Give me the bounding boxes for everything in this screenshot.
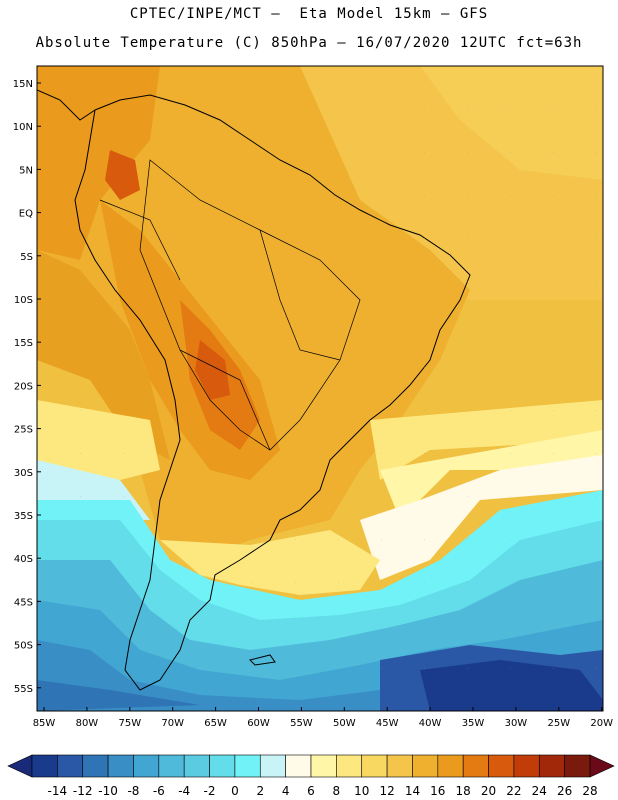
temperature-colorbar: -14 -12 -10 -8 -6 -4 -2 0 2 4 6 8 10 12 14 16 18 20 22 24 26… — [7, 754, 615, 798]
map-title: CPTEC/INPE/MCT – Eta Model 15km – GFS — [129, 6, 489, 22]
colorbar-tick-label: 8 — [333, 784, 341, 798]
colorbar-swatch — [183, 754, 210, 778]
colorbar-swatch — [82, 754, 109, 778]
latitude-tick-label: EQ — [19, 209, 33, 220]
colorbar-tick-label: -2 — [204, 784, 216, 798]
longitude-tick-label: 25W — [547, 718, 570, 729]
temperature-map — [37, 66, 603, 711]
longitude-tick-label: 70W — [161, 718, 184, 729]
colorbar-swatch — [234, 754, 261, 778]
latitude-tick-label: 55S — [14, 684, 33, 695]
longitude-tick-label: 50W — [333, 718, 356, 729]
latitude-tick-label: 10S — [14, 295, 33, 306]
latitude-labels: 15N 10N 5N EQ 5S 10S 15S 20S 25S 30S 35S 40S 45S 50S 5… — [13, 79, 41, 695]
longitude-tick-label: 75W — [118, 718, 141, 729]
colorbar-tick-label: -8 — [127, 784, 139, 798]
latitude-tick-label: 25S — [14, 425, 33, 436]
colorbar-swatch — [259, 754, 286, 778]
colorbar-tick-label: -12 — [73, 784, 93, 798]
colorbar-swatch — [361, 754, 388, 778]
colorbar-tick-label: 6 — [307, 784, 315, 798]
colorbar-swatch — [412, 754, 439, 778]
longitude-tick-label: 80W — [76, 718, 99, 729]
colorbar-swatch — [57, 754, 84, 778]
colorbar-tick-label: 18 — [456, 784, 471, 798]
longitude-labels: 85W 80W 75W 70W 65W 60W 55W 50W 45W 40W 35W 30W 25W 2… — [33, 707, 613, 729]
colorbar-tick-label: 2 — [256, 784, 264, 798]
longitude-tick-label: 30W — [505, 718, 528, 729]
latitude-tick-label: 15S — [14, 338, 33, 349]
latitude-tick-label: 50S — [14, 641, 33, 652]
longitude-tick-label: 60W — [247, 718, 270, 729]
colorbar-swatch — [336, 754, 363, 778]
colorbar-swatch — [538, 754, 565, 778]
map-frame — [36, 65, 604, 712]
colorbar-swatch — [285, 754, 312, 778]
latitude-tick-label: 10N — [13, 122, 33, 133]
colorbar-swatch — [513, 754, 540, 778]
latitude-tick-label: 30S — [14, 468, 33, 479]
colorbar-swatch — [209, 754, 236, 778]
colorbar-tick-label: 0 — [231, 784, 239, 798]
colorbar-tick-label: -10 — [98, 784, 118, 798]
colorbar-tick-label: 12 — [379, 784, 394, 798]
longitude-tick-label: 20W — [590, 718, 613, 729]
colorbar-tick-label: 28 — [582, 784, 597, 798]
latitude-tick-label: 5N — [19, 165, 33, 176]
colorbar-tick-label: 10 — [354, 784, 369, 798]
colorbar-swatch — [31, 754, 58, 778]
longitude-tick-label: 55W — [290, 718, 313, 729]
latitude-tick-label: 45S — [14, 597, 33, 608]
colorbar-tick-label: 14 — [405, 784, 420, 798]
map-subtitle: Absolute Temperature (C) 850hPa – 16/07/… — [35, 35, 583, 51]
colorbar-swatch — [107, 754, 134, 778]
latitude-tick-label: 40S — [14, 554, 33, 565]
longitude-tick-label: 65W — [204, 718, 227, 729]
colorbar-tick-label: 20 — [481, 784, 496, 798]
colorbar-swatch — [564, 754, 591, 778]
colorbar-swatch — [133, 754, 160, 778]
latitude-tick-label: 15N — [13, 79, 33, 90]
colorbar-tick-label: -6 — [153, 784, 165, 798]
colorbar-tick-label: -14 — [48, 784, 68, 798]
latitude-tick-label: 5S — [20, 252, 33, 263]
colorbar-swatch — [437, 754, 464, 778]
colorbar-swatch — [462, 754, 489, 778]
colorbar-swatch — [158, 754, 185, 778]
colorbar-tick-label: -4 — [178, 784, 190, 798]
latitude-tick-label: 35S — [14, 511, 33, 522]
colorbar-swatch — [488, 754, 515, 778]
longitude-tick-label: 85W — [33, 718, 56, 729]
longitude-tick-label: 35W — [462, 718, 485, 729]
longitude-tick-label: 45W — [376, 718, 399, 729]
colorbar-tick-label: 24 — [532, 784, 547, 798]
colorbar-tick-label: 4 — [282, 784, 290, 798]
colorbar-max-arrow — [589, 754, 615, 778]
colorbar-tick-label: 16 — [430, 784, 445, 798]
colorbar-swatch — [310, 754, 337, 778]
latitude-tick-label: 20S — [14, 381, 33, 392]
colorbar-tick-label: 22 — [506, 784, 521, 798]
longitude-tick-label: 40W — [419, 718, 442, 729]
colorbar-min-arrow — [7, 754, 33, 778]
colorbar-swatch — [386, 754, 413, 778]
colorbar-tick-label: 26 — [557, 784, 572, 798]
